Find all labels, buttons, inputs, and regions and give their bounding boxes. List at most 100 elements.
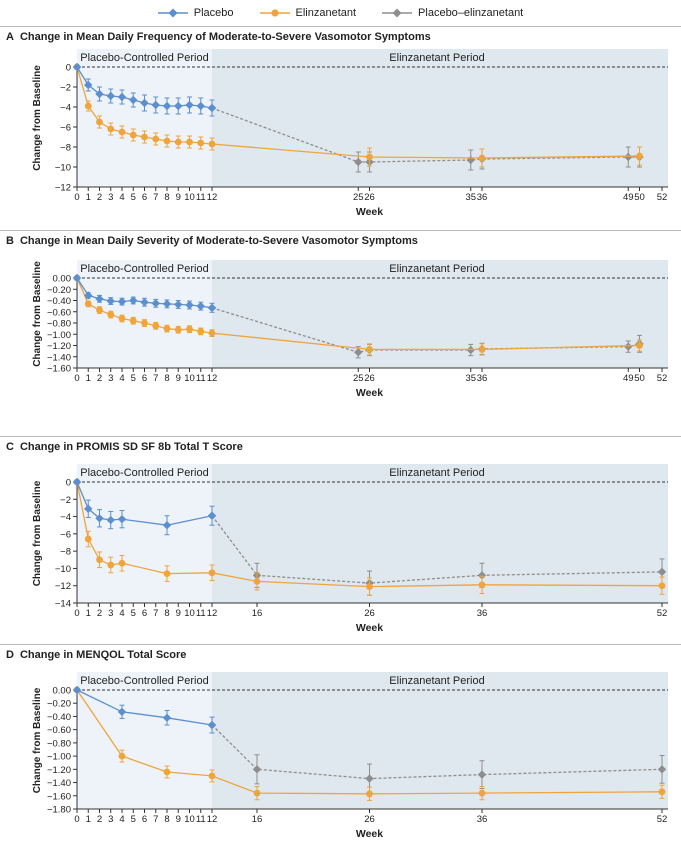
data-point-elinzanetant xyxy=(107,125,115,133)
data-point-elinzanetant xyxy=(366,583,373,590)
data-point-elinzanetant xyxy=(197,139,205,147)
data-point-placebo xyxy=(72,477,82,487)
period-label-placebo: Placebo-Controlled Period xyxy=(80,467,208,479)
y-tick-label: 0.00 xyxy=(53,274,72,285)
legend-item-placebo: Placebo xyxy=(157,7,234,19)
y-tick-label: −0.40 xyxy=(47,712,71,723)
period-label-placebo: Placebo-Controlled Period xyxy=(80,675,208,687)
data-point-placebo xyxy=(162,299,172,309)
placebo-period-region xyxy=(77,464,212,603)
data-point-elinzanetant xyxy=(208,569,216,577)
x-tick-label: 0 xyxy=(74,814,79,825)
panel-a-title-text: Change in Mean Daily Frequency of Modera… xyxy=(19,31,431,43)
data-point-elinzanetant xyxy=(141,319,148,327)
data-point-placebo xyxy=(196,101,205,111)
data-point-placebo xyxy=(162,713,172,722)
data-point-elinzanetant xyxy=(152,322,160,330)
x-tick-label: 5 xyxy=(131,373,136,384)
x-tick-label: 25 xyxy=(353,373,364,384)
series-line-elinzanetant xyxy=(76,689,663,795)
x-tick-label: 49 xyxy=(623,192,634,203)
x-tick-label: 11 xyxy=(196,814,206,825)
y-axis-label: Change from Baseline xyxy=(32,480,43,586)
legend-item-elinzanetant: Elinzanetant xyxy=(259,7,356,19)
data-point-elinzanetant xyxy=(174,138,182,146)
y-tick-label: −1.00 xyxy=(47,330,71,341)
placebo-marker-icon xyxy=(157,8,188,18)
x-axis-label: Week xyxy=(356,828,383,840)
data-point-placebo xyxy=(174,101,183,111)
data-point-elinzanetant xyxy=(96,556,103,564)
x-tick-label: 7 xyxy=(153,192,158,203)
elinzanetant-period-region xyxy=(212,672,668,809)
y-tick-label: −6 xyxy=(60,529,71,540)
placebo-period-region xyxy=(77,672,212,809)
panel-b: B Change in Mean Daily Severity of Modera… xyxy=(0,230,681,437)
data-point-placebo-elinzanetant xyxy=(624,152,633,162)
y-tick-label: −8 xyxy=(60,547,71,558)
data-point-placebo xyxy=(72,685,82,695)
data-point-placebo-elinzanetant xyxy=(657,567,667,577)
panel-a-letter: A xyxy=(6,31,14,43)
y-tick-label: −8 xyxy=(60,143,71,154)
panel-b-title: B Change in Mean Daily Severity of Modera… xyxy=(6,235,418,247)
x-tick-label: 9 xyxy=(176,608,181,619)
y-tick-label: 0 xyxy=(66,478,71,489)
data-point-placebo xyxy=(84,291,93,300)
data-point-elinzanetant xyxy=(636,342,643,349)
panel-c-title: C Change in PROMIS SD SF 8b Total T Score xyxy=(6,441,243,453)
y-tick-label: −0.80 xyxy=(47,319,71,330)
x-tick-label: 2 xyxy=(97,608,102,619)
data-point-elinzanetant xyxy=(186,325,193,333)
data-point-elinzanetant xyxy=(478,581,486,589)
y-axis-label: Change from Baseline xyxy=(32,687,43,793)
x-tick-label: 26 xyxy=(364,608,375,619)
x-tick-label: 5 xyxy=(131,814,136,825)
x-tick-label: 10 xyxy=(184,373,195,384)
data-point-placebo xyxy=(207,720,217,730)
data-point-placebo-elinzanetant xyxy=(624,342,633,351)
y-tick-label: −1.20 xyxy=(47,341,71,352)
data-point-elinzanetant xyxy=(107,311,115,318)
x-tick-label: 10 xyxy=(184,192,195,203)
data-point-placebo xyxy=(207,303,217,313)
x-tick-label: 1 xyxy=(86,608,91,619)
x-tick-label: 7 xyxy=(153,814,158,825)
panel-c-title-text: Change in PROMIS SD SF 8b Total T Score xyxy=(19,441,243,453)
data-point-placebo xyxy=(129,95,138,105)
x-tick-label: 4 xyxy=(119,814,124,825)
x-tick-label: 6 xyxy=(142,608,147,619)
y-tick-label: −10 xyxy=(55,163,71,174)
x-tick-label: 25 xyxy=(353,192,364,203)
data-point-placebo xyxy=(185,300,194,310)
x-tick-label: 50 xyxy=(634,192,645,203)
y-tick-label: −4 xyxy=(60,512,71,523)
data-point-placebo xyxy=(207,511,217,520)
x-tick-label: 26 xyxy=(364,814,375,825)
panel-a-chart: Placebo-Controlled Period Elinzanetant Pe… xyxy=(32,49,668,218)
elinzanetant-marker-icon xyxy=(259,9,290,17)
data-point-placebo xyxy=(117,297,127,306)
panel-d: D Change in MENQOL Total Score Placebo-Co… xyxy=(0,644,681,856)
panel-d-title-text: Change in MENQOL Total Score xyxy=(19,649,187,661)
series-line-placebo xyxy=(76,689,213,726)
x-tick-label: 11 xyxy=(196,373,206,384)
data-point-placebo xyxy=(95,294,104,304)
panel-b-title-text: Change in Mean Daily Severity of Moderat… xyxy=(19,235,418,247)
x-tick-label: 3 xyxy=(108,373,113,384)
legend-label-placebo: Placebo xyxy=(193,7,234,19)
data-point-placebo xyxy=(72,273,82,283)
x-tick-label: 3 xyxy=(108,814,113,825)
data-point-placebo xyxy=(162,521,172,530)
x-axis-label: Week xyxy=(356,622,383,634)
x-axis-label: Week xyxy=(356,387,383,399)
panel-d-chart: Placebo-Controlled Period Elinzanetant Pe… xyxy=(32,672,668,840)
x-tick-label: 12 xyxy=(207,373,218,384)
y-tick-label: −1.80 xyxy=(47,805,71,816)
x-tick-label: 3 xyxy=(108,608,113,619)
data-point-placebo xyxy=(140,297,149,307)
period-label-elinzanetant: Elinzanetant Period xyxy=(389,263,484,275)
x-tick-label: 50 xyxy=(634,373,645,384)
data-point-placebo xyxy=(84,504,93,513)
